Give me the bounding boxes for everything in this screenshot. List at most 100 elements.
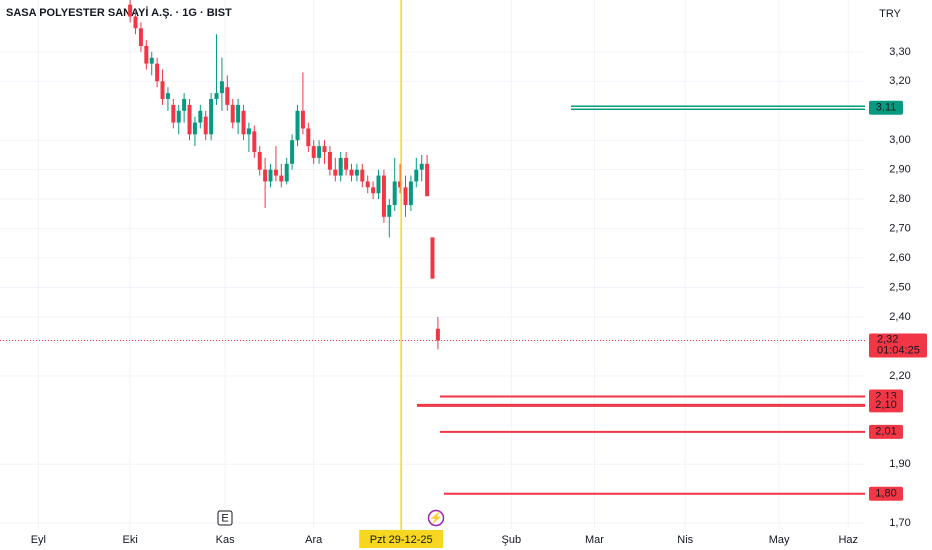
- candle-body: [365, 181, 370, 188]
- candle-body: [214, 93, 219, 99]
- candle-body: [165, 93, 170, 99]
- candle-body: [219, 81, 224, 94]
- candle-body: [257, 151, 262, 170]
- y-tick-label: 3,20: [889, 75, 910, 87]
- candle-body: [198, 110, 203, 123]
- candle-body: [187, 104, 192, 135]
- candle-body: [430, 237, 435, 279]
- x-tick-label: Eki: [122, 534, 137, 546]
- candle-body: [263, 169, 268, 182]
- x-tick-label: Şub: [502, 534, 522, 546]
- y-tick-label: 3,00: [889, 134, 910, 146]
- candle-body: [306, 128, 311, 147]
- candle-body: [354, 169, 359, 176]
- candle-body: [155, 63, 160, 82]
- candle-body: [317, 146, 322, 158]
- candle-body: [295, 110, 300, 141]
- candle-body: [327, 151, 332, 170]
- y-tick-label: 2,90: [889, 164, 910, 176]
- candle-body: [268, 169, 273, 182]
- crosshair-label: Pzt 29-12-25: [370, 534, 433, 546]
- candle-body: [333, 169, 338, 176]
- y-tick-label: 3,30: [889, 46, 910, 58]
- candle-body: [414, 169, 419, 182]
- level-tag: [869, 424, 903, 439]
- earnings-marker-box: [217, 510, 233, 526]
- x-tick-label: Mar: [585, 534, 604, 546]
- candle-body: [403, 187, 408, 206]
- y-tick-label: 1,90: [889, 458, 910, 470]
- candle-body: [425, 163, 430, 197]
- level-label: 1,80: [875, 488, 896, 500]
- chart-title: SASA POLYESTER SANAYİ A.Ş. · 1G · BIST: [6, 6, 232, 19]
- candle-body: [311, 146, 316, 158]
- x-tick-label: May: [769, 534, 790, 546]
- candle-body: [133, 16, 138, 29]
- candle-body: [236, 104, 241, 123]
- candle-body: [252, 131, 257, 152]
- candle-body: [371, 187, 376, 194]
- countdown: 01:04:25: [877, 344, 920, 356]
- earnings-marker: E: [221, 512, 228, 524]
- y-tick-label: 2,20: [889, 370, 910, 382]
- level-label: 3,11: [876, 102, 897, 114]
- x-tick-label: Kas: [216, 534, 235, 546]
- event-marker-ring: [427, 509, 445, 527]
- x-tick-label: Ara: [305, 534, 323, 546]
- crosshair-label-bg: [359, 530, 444, 548]
- candle-body: [435, 328, 440, 341]
- candle-body: [349, 169, 354, 176]
- last-price-tag: [869, 333, 927, 358]
- candle-body: [128, 4, 133, 17]
- candle-body: [182, 98, 187, 111]
- candle-body: [171, 104, 176, 123]
- y-tick-label: 2,50: [889, 281, 910, 293]
- y-tick-label: 2,60: [889, 252, 910, 264]
- candle-body: [300, 110, 305, 129]
- candle-body: [241, 110, 246, 135]
- candle-body: [273, 169, 278, 176]
- candle-body: [246, 128, 251, 135]
- candle-body: [338, 157, 343, 176]
- candle-body: [230, 104, 235, 123]
- candle-body: [344, 157, 349, 170]
- currency: TRY: [879, 8, 901, 20]
- candle-body: [408, 181, 413, 206]
- candle-body: [381, 175, 386, 217]
- candle-body: [176, 110, 181, 123]
- y-tick-label: 1,70: [889, 517, 910, 529]
- candle-body: [144, 45, 149, 64]
- candle-body: [225, 87, 230, 105]
- x-tick-label: Haz: [838, 534, 858, 546]
- candle-body: [376, 175, 381, 194]
- candle-body: [138, 28, 143, 46]
- x-tick-label: Nis: [677, 534, 693, 546]
- x-tick-label: Eyl: [31, 534, 46, 546]
- event-marker: ⚡: [429, 511, 443, 524]
- last-price-label: 2,32: [877, 333, 898, 345]
- candle-body: [203, 116, 208, 135]
- candle-body: [279, 175, 284, 182]
- y-tick-label: 2,80: [889, 193, 910, 205]
- level-tag: [869, 486, 903, 501]
- candle-body: [419, 163, 424, 170]
- candle-body: [209, 98, 214, 135]
- y-tick-label: 2,70: [889, 222, 910, 234]
- candle-body: [392, 181, 397, 206]
- level-tag: [869, 398, 903, 413]
- level-label: 2,01: [875, 426, 896, 438]
- candle-body: [387, 205, 392, 217]
- level-label: 2,10: [875, 399, 896, 411]
- candle-body: [360, 169, 365, 182]
- candle-body: [149, 57, 154, 64]
- y-tick-label: 2,40: [889, 311, 910, 323]
- level-tag: [869, 100, 903, 115]
- candle-body: [192, 122, 197, 135]
- candle-body: [284, 163, 289, 182]
- candle-body: [322, 146, 327, 152]
- candle-body: [398, 181, 403, 188]
- candle-body: [290, 140, 295, 164]
- candle-body: [160, 81, 165, 99]
